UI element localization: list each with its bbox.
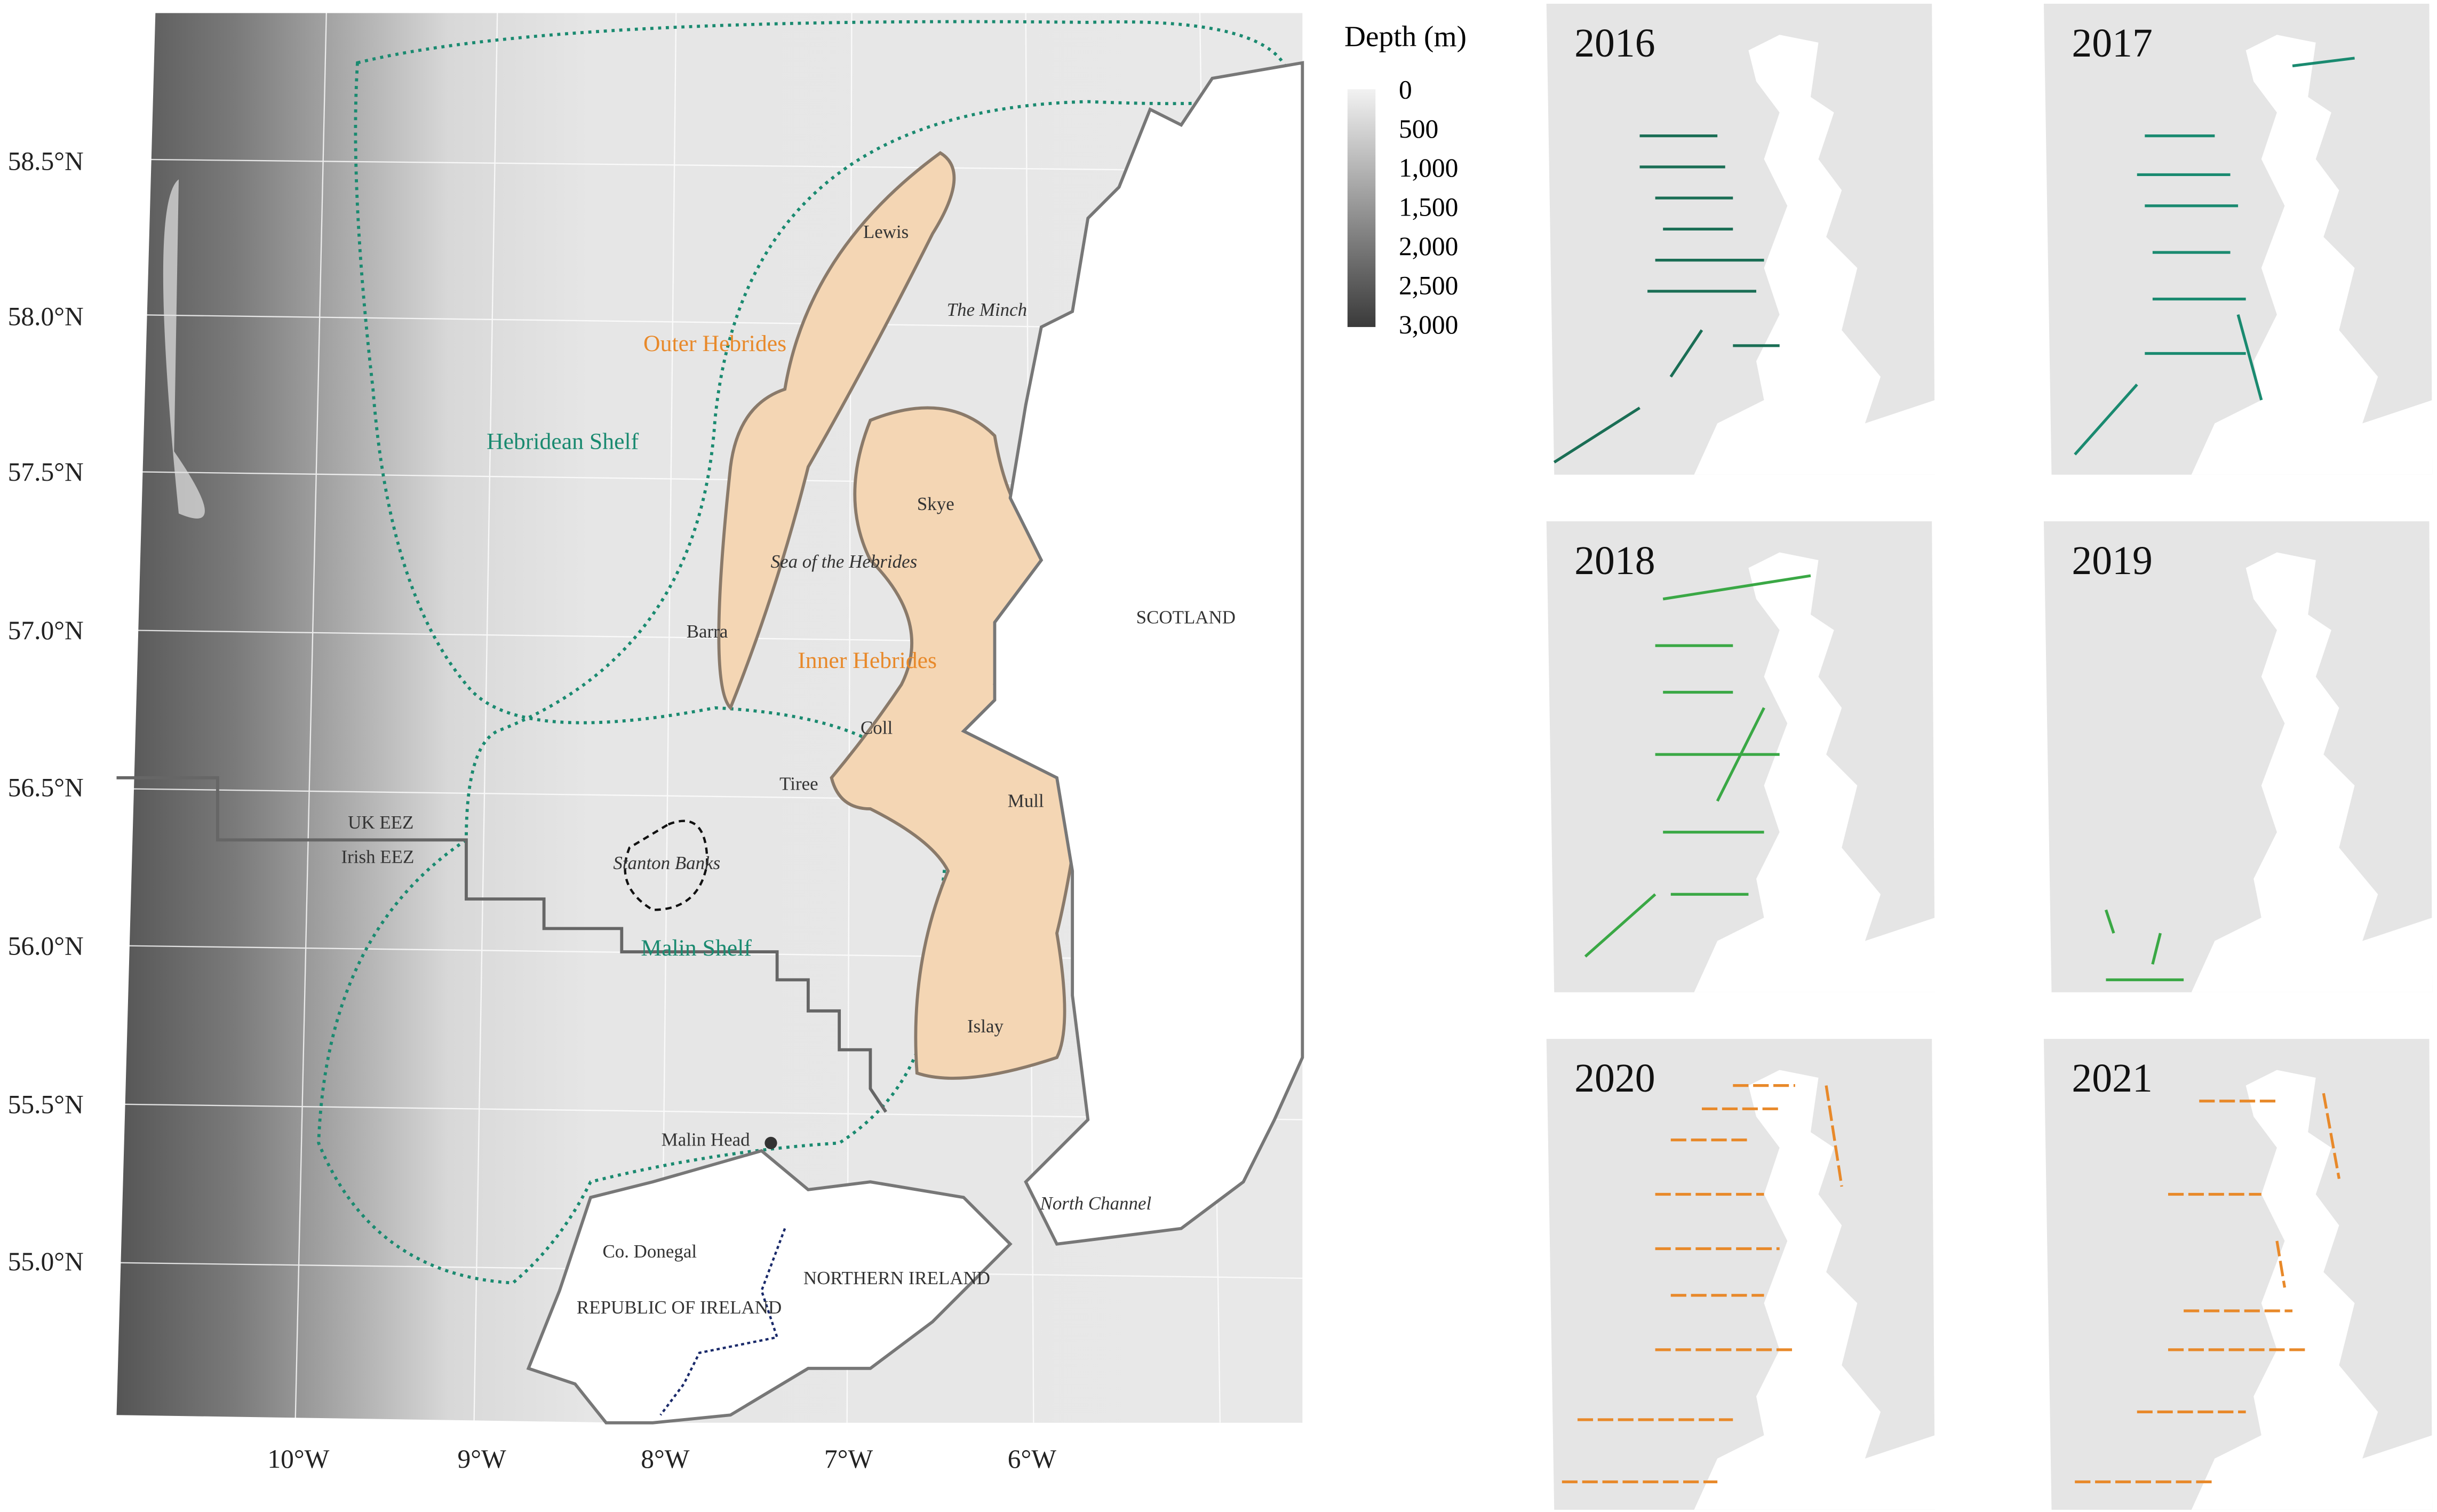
scotland-coast (961, 61, 1304, 1246)
place-label: Stanton Banks (613, 853, 720, 873)
malin-head-point (764, 1136, 777, 1150)
main-map: 58.5°N 58.0°N 57.5°N 57.0°N 56.5°N 56.0°… (8, 13, 1304, 1474)
legend-tick-label: 2,500 (1399, 270, 1458, 300)
survey-track (1669, 329, 1703, 378)
place-label: Coll (861, 717, 893, 738)
place-label: Sea of the Hebrides (771, 551, 918, 572)
survey-track (2104, 909, 2115, 934)
place-label: Malin Shelf (641, 935, 752, 961)
place-label: Malin Head (662, 1129, 750, 1150)
place-label: UK EEZ (348, 812, 413, 833)
legend-tick-label: 1,000 (1399, 153, 1458, 182)
ireland-coast (526, 1149, 1013, 1425)
legend-colorbar (1347, 89, 1376, 327)
legend-tick-label: 1,500 (1399, 193, 1458, 222)
place-label: North Channel (1040, 1193, 1152, 1214)
place-label: REPUBLIC OF IRELAND (577, 1297, 782, 1318)
year-panel: 2017 (2043, 3, 2433, 475)
year-panel: 2021 (2043, 1039, 2433, 1510)
latitude-label: 56.0°N (8, 932, 84, 961)
legend-title: Depth (m) (1344, 20, 1467, 53)
place-label: Co. Donegal (602, 1241, 697, 1262)
year-label: 2016 (1574, 21, 1655, 66)
stanton-banks (624, 819, 708, 911)
place-label: Hebridean Shelf (487, 428, 639, 454)
latitude-label: 55.5°N (8, 1090, 84, 1119)
survey-track (2275, 1240, 2287, 1288)
longitude-label: 6°W (1008, 1444, 1057, 1474)
depth-legend: Depth (m) 0 500 1,000 1,500 2,000 2,500 3,000 (1344, 20, 1467, 339)
shelf-edge (317, 20, 1292, 1285)
eez-boundary (116, 776, 887, 1113)
place-label: Lewis (863, 221, 909, 242)
survey-track (1553, 407, 1640, 464)
place-label: The Minch (947, 299, 1027, 320)
place-label: Mull (1008, 790, 1044, 811)
survey-track (2151, 933, 2162, 965)
survey-track (1662, 574, 1811, 601)
latitude-label: 57.0°N (8, 616, 84, 645)
survey-track (2074, 383, 2138, 456)
panel-background (1546, 1039, 1936, 1510)
survey-track (2322, 1093, 2341, 1179)
survey-track (1584, 893, 1656, 958)
longitude-label: 8°W (641, 1444, 690, 1474)
year-label: 2020 (1574, 1056, 1655, 1101)
latitude-label: 58.0°N (8, 302, 84, 331)
graticule (116, 13, 1303, 1423)
survey-track (1825, 1085, 1843, 1187)
year-panel: 2020 (1546, 1039, 1936, 1510)
place-label: Islay (967, 1016, 1004, 1037)
panel-background (1546, 3, 1936, 475)
year-label: 2019 (2072, 539, 2152, 583)
year-panel: 2018 (1546, 521, 1936, 992)
place-label: Inner Hebrides (798, 648, 937, 673)
latitude-label: 58.5°N (8, 146, 84, 176)
latitude-label: 56.5°N (8, 773, 84, 802)
latitude-label: 57.5°N (8, 457, 84, 487)
longitude-label: 9°W (457, 1444, 506, 1474)
survey-track (2236, 314, 2263, 401)
year-label: 2021 (2072, 1056, 2152, 1101)
survey-track (2292, 57, 2355, 68)
panel-background (2043, 521, 2433, 992)
panel-background (2043, 3, 2433, 475)
year-panel: 2016 (1546, 3, 1936, 475)
legend-tick-label: 500 (1399, 114, 1438, 144)
year-label: 2017 (2072, 21, 2152, 66)
longitude-label: 7°W (824, 1444, 873, 1474)
latitude-label: 55.0°N (8, 1247, 84, 1276)
survey-track (1716, 707, 1765, 802)
place-label: Barra (687, 621, 728, 642)
legend-tick-label: 3,000 (1399, 310, 1458, 339)
panel-background (2043, 1039, 2433, 1510)
legend-tick-label: 0 (1399, 75, 1412, 104)
place-label: Tiree (779, 773, 818, 794)
place-label: Irish EEZ (341, 846, 415, 867)
place-label: Skye (917, 494, 954, 514)
legend-tick-label: 2,000 (1399, 232, 1458, 261)
year-panel: 2019 (2043, 521, 2433, 992)
place-label: NORTHERN IRELAND (803, 1268, 990, 1288)
longitude-label: 10°W (267, 1444, 329, 1474)
place-label: Outer Hebrides (643, 331, 786, 356)
year-label: 2018 (1574, 539, 1655, 583)
place-label: SCOTLAND (1136, 607, 1236, 628)
outer-hebrides (717, 151, 956, 711)
